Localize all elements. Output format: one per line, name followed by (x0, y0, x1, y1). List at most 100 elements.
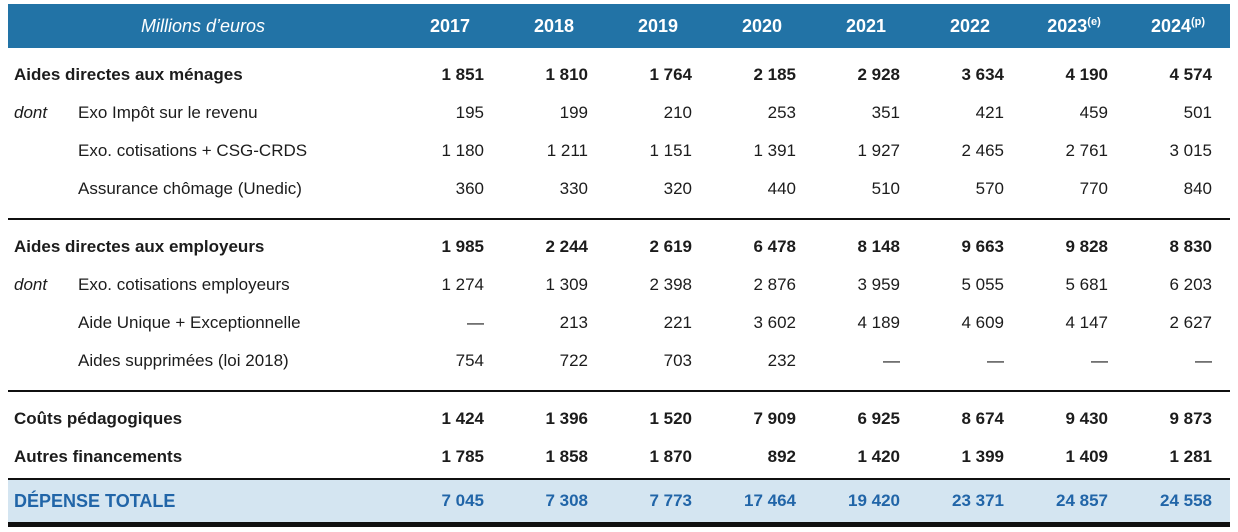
row-label: Exo. cotisations employeurs (78, 275, 290, 294)
table-row: dont Exo Impôt sur le revenu 195 199 210 … (8, 94, 1230, 132)
cell-value: 840 (1183, 179, 1212, 198)
group-aides-menages: Aides directes aux ménages 1 851 1 810 1… (8, 48, 1230, 219)
row-label: Autres financements (14, 447, 183, 466)
cell-value: 9 430 (1022, 390, 1126, 438)
row-label: Aides supprimées (loi 2018) (78, 351, 289, 370)
row-label: Assurance chômage (Unedic) (78, 179, 302, 198)
total-value: 17 464 (710, 478, 814, 527)
cell-value: 440 (767, 179, 796, 198)
cell-value: 2 244 (502, 218, 606, 266)
cell-value: 4 189 (857, 313, 900, 332)
table-row: Assurance chômage (Unedic) 360 330 320 4… (8, 170, 1230, 219)
col-header-2017: 2017 (398, 4, 502, 48)
year-label: 2022 (949, 16, 991, 36)
cell-value: 2 185 (753, 65, 796, 84)
cell-value: 4 574 (1169, 65, 1212, 84)
total-value: 19 420 (814, 478, 918, 527)
year-label: 2021 (845, 16, 887, 36)
table-row: Aides directes aux employeurs 1 985 2 24… (8, 218, 1230, 266)
year-label: 2018 (533, 16, 575, 36)
cell-value: 1 858 (545, 447, 588, 466)
unit-label: Millions d’euros (8, 4, 398, 48)
cell-value: 1 927 (857, 141, 900, 160)
cell-value: 2 928 (857, 65, 900, 84)
year-sup: (p) (1191, 16, 1206, 28)
cell-value: 2 876 (753, 275, 796, 294)
cell-value: 2 627 (1169, 313, 1212, 332)
cell-value: 1 851 (441, 65, 484, 84)
cell-value: 9 828 (1022, 218, 1126, 266)
cell-value: 7 909 (710, 390, 814, 438)
cell-value: 8 148 (814, 218, 918, 266)
row-label: Aide Unique + Exceptionnelle (78, 313, 301, 332)
cell-value: 892 (767, 447, 796, 466)
col-header-2024: 2024(p) (1126, 4, 1230, 48)
cell-value: 351 (871, 103, 900, 122)
cell-value: 459 (1079, 103, 1108, 122)
cell-value: 360 (455, 179, 484, 198)
cell-value: 6 925 (814, 390, 918, 438)
cell-value: 1 399 (961, 447, 1004, 466)
year-label: 2017 (429, 16, 471, 36)
table-row: Aides supprimées (loi 2018) 754 722 703 … (8, 342, 1230, 391)
table-row: Exo. cotisations + CSG-CRDS 1 180 1 211 … (8, 132, 1230, 170)
total-value: 7 308 (502, 478, 606, 527)
cell-value: 8 830 (1126, 218, 1230, 266)
cell-value: 213 (559, 313, 588, 332)
row-label: Aides directes aux employeurs (14, 237, 265, 256)
cell-value: 4 147 (1065, 313, 1108, 332)
col-header-2021: 2021 (814, 4, 918, 48)
cell-value: 3 959 (857, 275, 900, 294)
cell-value: 703 (663, 351, 692, 370)
cell-value: 9 873 (1126, 390, 1230, 438)
cell-value: 330 (559, 179, 588, 198)
cell-value: 221 (663, 313, 692, 332)
cell-value: — (1195, 351, 1212, 370)
cell-value: 1 211 (546, 141, 588, 160)
row-label: Coûts pédagogiques (14, 409, 183, 428)
year-sup: (e) (1087, 16, 1101, 28)
year-label: 2020 (741, 16, 783, 36)
cell-value: 232 (767, 351, 796, 370)
cell-value: 3 015 (1169, 141, 1212, 160)
cell-value: — (1091, 351, 1108, 370)
cell-value: 1 281 (1169, 447, 1212, 466)
cell-value: 1 151 (649, 141, 692, 160)
col-header-2023: 2023(e) (1022, 4, 1126, 48)
cell-value: 1 396 (502, 390, 606, 438)
cell-value: 2 465 (961, 141, 1004, 160)
cell-value: 5 055 (961, 275, 1004, 294)
year-label: 2024 (1150, 16, 1191, 36)
cell-value: 501 (1183, 103, 1212, 122)
cell-value: 210 (663, 103, 692, 122)
group-couts-autres: Coûts pédagogiques 1 424 1 396 1 520 7 9… (8, 390, 1230, 479)
table-row: Aide Unique + Exceptionnelle — 213 221 3… (8, 304, 1230, 342)
cell-value: 1 391 (753, 141, 796, 160)
cell-value: 320 (663, 179, 692, 198)
header-row: Millions d’euros 2017 2018 2019 2020 202… (8, 4, 1230, 48)
cell-value: — (987, 351, 1004, 370)
group-aides-employeurs: Aides directes aux employeurs 1 985 2 24… (8, 218, 1230, 391)
cell-value: 195 (455, 103, 484, 122)
table-row: dont Exo. cotisations employeurs 1 274 1 … (8, 266, 1230, 304)
cell-value: 1 810 (545, 65, 588, 84)
cell-value: 1 274 (441, 275, 484, 294)
cell-value: 510 (871, 179, 900, 198)
dont-prefix: dont (14, 275, 48, 294)
total-value: 7 773 (606, 478, 710, 527)
cell-value: 6 478 (710, 218, 814, 266)
cell-value: 253 (767, 103, 796, 122)
cell-value: 1 409 (1065, 447, 1108, 466)
total-row: DÉPENSE TOTALE 7 045 7 308 7 773 17 464 … (8, 478, 1230, 527)
table-row: Aides directes aux ménages 1 851 1 810 1… (8, 48, 1230, 94)
col-header-2019: 2019 (606, 4, 710, 48)
cell-value: 2 398 (649, 275, 692, 294)
total-label: DÉPENSE TOTALE (8, 478, 398, 527)
dont-prefix: dont (14, 103, 48, 122)
year-label: 2023 (1047, 16, 1088, 36)
table-row: Coûts pédagogiques 1 424 1 396 1 520 7 9… (8, 390, 1230, 438)
cell-value: 4 609 (961, 313, 1004, 332)
cell-value: 1 309 (545, 275, 588, 294)
cell-value: 1 764 (649, 65, 692, 84)
